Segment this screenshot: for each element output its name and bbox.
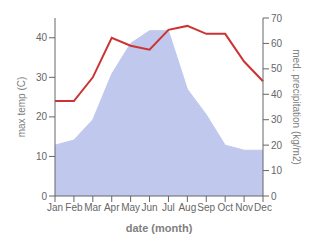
svg-text:Feb: Feb <box>65 202 83 213</box>
svg-text:Nov: Nov <box>235 202 253 213</box>
svg-text:60: 60 <box>271 38 283 49</box>
svg-text:Mar: Mar <box>84 202 102 213</box>
svg-text:40: 40 <box>271 89 283 100</box>
svg-text:date (month): date (month) <box>126 222 193 234</box>
svg-text:10: 10 <box>36 151 48 162</box>
svg-text:med. precipitation (kg/m2): med. precipitation (kg/m2) <box>291 49 302 165</box>
svg-text:Oct: Oct <box>217 202 233 213</box>
svg-text:May: May <box>121 202 140 213</box>
svg-text:Jun: Jun <box>141 202 157 213</box>
svg-text:Aug: Aug <box>178 202 196 213</box>
svg-text:10: 10 <box>271 165 283 176</box>
svg-text:Jul: Jul <box>162 202 175 213</box>
svg-text:40: 40 <box>36 32 48 43</box>
svg-text:Dec: Dec <box>254 202 272 213</box>
svg-text:Jan: Jan <box>47 202 63 213</box>
svg-text:50: 50 <box>271 63 283 74</box>
svg-text:max temp (C): max temp (C) <box>16 77 27 138</box>
svg-text:70: 70 <box>271 13 283 24</box>
svg-text:30: 30 <box>271 114 283 125</box>
svg-text:Apr: Apr <box>104 202 120 213</box>
svg-text:0: 0 <box>271 191 277 202</box>
svg-text:0: 0 <box>41 191 47 202</box>
svg-text:20: 20 <box>36 111 48 122</box>
svg-text:Sep: Sep <box>197 202 215 213</box>
svg-text:30: 30 <box>36 72 48 83</box>
svg-text:20: 20 <box>271 140 283 151</box>
